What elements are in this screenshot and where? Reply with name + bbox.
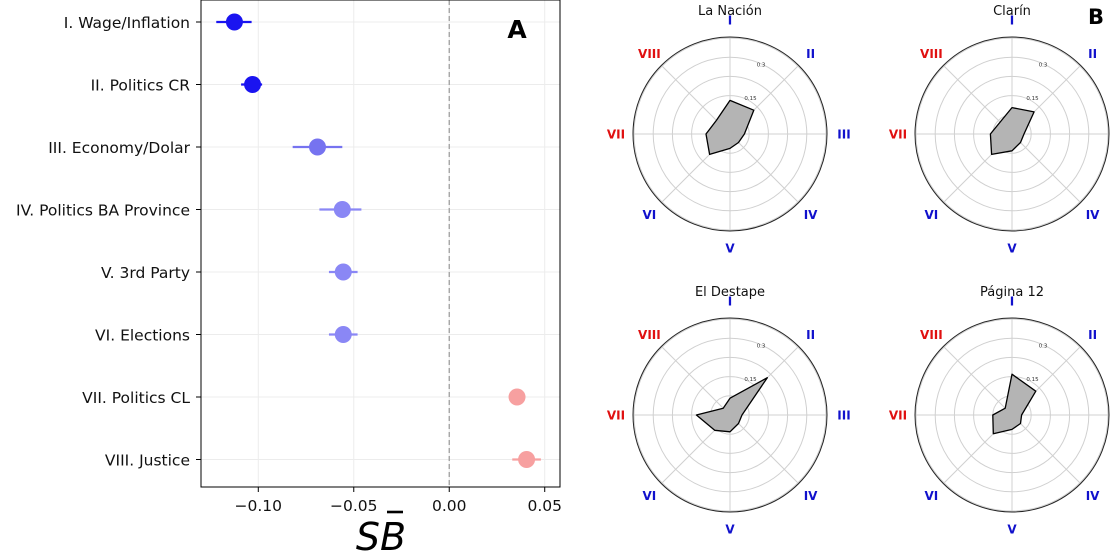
radar-axis-label: IV xyxy=(804,208,818,222)
radar-axis-label: VII xyxy=(889,128,907,142)
data-point xyxy=(334,326,352,343)
radar-axis-label: III xyxy=(837,128,850,142)
data-point xyxy=(508,388,526,406)
radar-ring-label: 0.3 xyxy=(757,62,766,68)
data-point xyxy=(333,201,351,218)
data-point xyxy=(334,263,352,281)
radar-axis-label: I xyxy=(1010,14,1014,28)
radar-axis-label: IV xyxy=(1086,208,1100,222)
x-axis-label: SB xyxy=(356,515,406,555)
radar-ring-label: 0.15 xyxy=(1026,96,1039,102)
data-point xyxy=(244,76,262,93)
radar-shape xyxy=(695,377,768,433)
radar-axis-label: V xyxy=(725,242,735,256)
radar-panel: 0.150.3IIIIIIIVVVIVIIVIIIPágina 12 xyxy=(889,285,1110,537)
data-point xyxy=(518,451,536,468)
radar-outer-ring xyxy=(914,36,1110,232)
radar-spoke xyxy=(1011,414,1081,484)
radar-axis-label: VIII xyxy=(920,47,943,61)
radar-outer-ring xyxy=(632,317,828,513)
radar-title: La Nación xyxy=(698,4,762,19)
radar-axis-label: VIII xyxy=(638,328,661,342)
radar-axis-label: VIII xyxy=(920,328,943,342)
panel-label-b: B xyxy=(1088,5,1104,29)
radar-ring-label: 0.3 xyxy=(1039,343,1048,349)
x-tick-label: −0.05 xyxy=(330,497,378,515)
radar-ring-label: 0.15 xyxy=(744,96,757,102)
radar-outer-ring xyxy=(914,317,1110,513)
radar-ring-label: 0.3 xyxy=(757,343,766,349)
category-label: VI. Elections xyxy=(95,327,190,345)
radar-axis-label: VI xyxy=(925,489,939,503)
radar-axis-label: II xyxy=(806,47,815,61)
radar-title: Página 12 xyxy=(980,285,1044,300)
radar-axis-label: VI xyxy=(643,489,657,503)
radar-title: El Destape xyxy=(695,285,765,300)
category-label: I. Wage/Inflation xyxy=(64,14,190,32)
radar-axis-label: I xyxy=(728,295,732,309)
plot-frame xyxy=(200,0,561,488)
radar-ring-label: 0.15 xyxy=(1026,377,1039,383)
category-label: VIII. Justice xyxy=(105,452,190,470)
panel-a-plot: I. Wage/Inflation II. Politics CR III. Eco… xyxy=(16,0,562,555)
radar-shape xyxy=(989,106,1035,156)
radar-axis-label: II xyxy=(1088,47,1097,61)
radar-spoke xyxy=(1011,133,1081,203)
radar-spoke xyxy=(943,346,1013,416)
radar-spoke xyxy=(729,133,799,203)
radar-axis-label: VII xyxy=(607,128,625,142)
radar-axis-label: I xyxy=(728,14,732,28)
radar-shape xyxy=(705,99,755,156)
x-tick-label: 0.00 xyxy=(432,497,467,515)
radar-axis-label: I xyxy=(1010,295,1014,309)
radar-spoke xyxy=(729,414,799,484)
category-label: V. 3rd Party xyxy=(101,264,190,282)
radar-axis-label: VI xyxy=(925,208,939,222)
radar-axis-label: II xyxy=(806,328,815,342)
data-point xyxy=(225,13,243,31)
radar-ring-label: 0.15 xyxy=(744,377,757,383)
x-tick-label: 0.05 xyxy=(527,497,562,515)
radar-axis-label: IV xyxy=(1086,489,1100,503)
radar-spoke xyxy=(661,346,731,416)
category-label: IV. Politics BA Province xyxy=(16,202,190,220)
data-point xyxy=(308,138,326,156)
radar-shape xyxy=(992,373,1037,435)
category-label: III. Economy/Dolar xyxy=(48,139,190,157)
radar-panel: 0.150.3IIIIIIIVVVIVIIVIIIClarín xyxy=(889,4,1110,256)
radar-axis-label: V xyxy=(725,523,735,537)
radar-axis-label: VI xyxy=(643,208,657,222)
radar-axis-label: VIII xyxy=(638,47,661,61)
radar-title: Clarín xyxy=(993,4,1031,19)
x-tick-label: −0.10 xyxy=(235,497,283,515)
radar-axis-label: V xyxy=(1007,523,1017,537)
radar-outer-ring xyxy=(632,36,828,232)
radar-ring-label: 0.3 xyxy=(1039,62,1048,68)
radar-axis-label: VII xyxy=(607,409,625,423)
radar-axis-label: IV xyxy=(804,489,818,503)
category-label: VII. Politics CL xyxy=(82,389,190,407)
radar-axis-label: II xyxy=(1088,328,1097,342)
panel-label-a: A xyxy=(507,15,527,44)
radar-axis-label: III xyxy=(837,409,850,423)
radar-axis-label: VII xyxy=(889,409,907,423)
radar-axis-label: V xyxy=(1007,242,1017,256)
category-label: II. Politics CR xyxy=(91,77,191,95)
